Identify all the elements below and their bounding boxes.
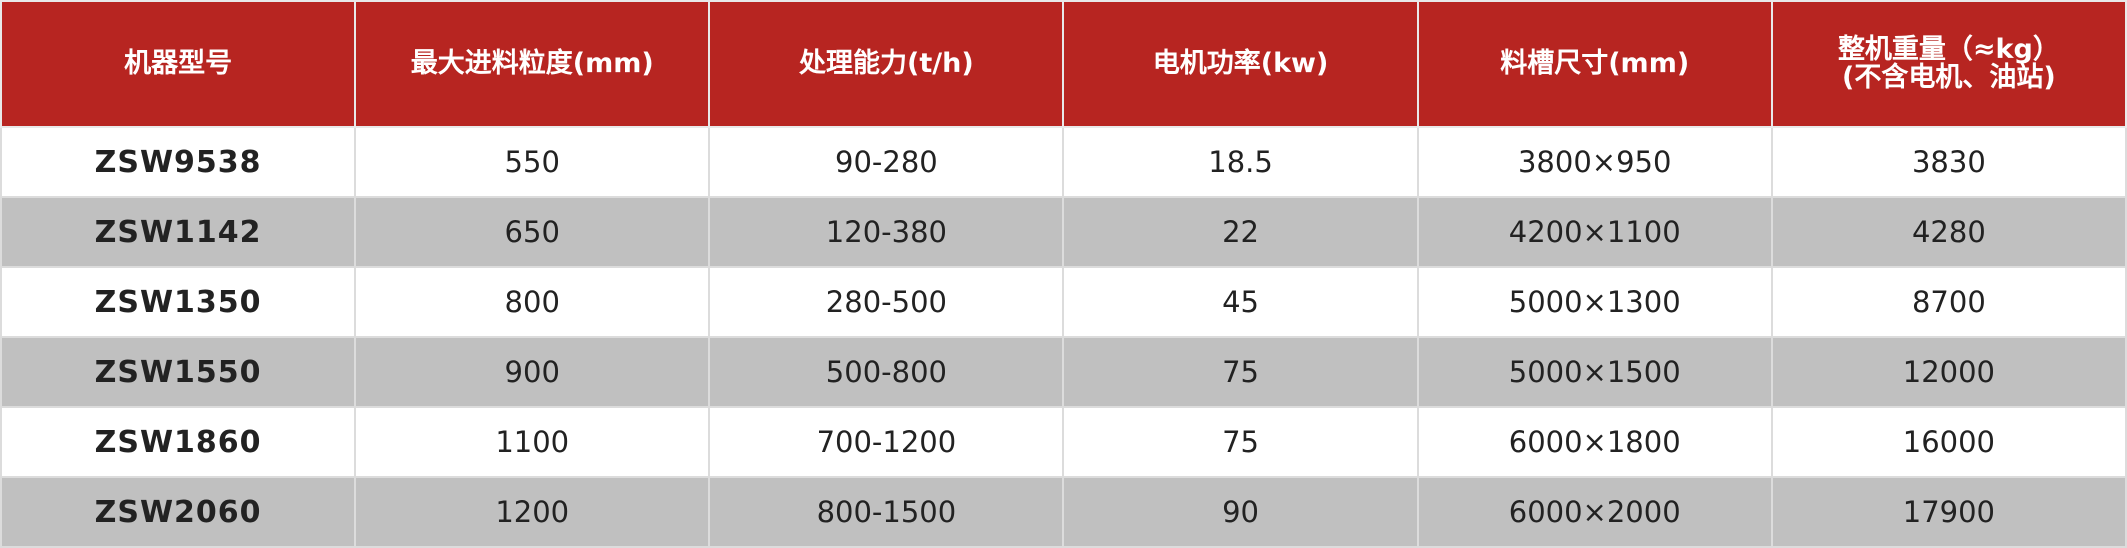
table-cell: 280-500 xyxy=(708,266,1065,338)
table-cell: 45 xyxy=(1062,266,1419,338)
table-cell: 90-280 xyxy=(708,126,1065,198)
table-row: ZSW1350 800 280-500 45 5000×1300 8700 xyxy=(0,266,2127,338)
table-cell: 4280 xyxy=(1770,196,2127,268)
model-cell: ZSW2060 xyxy=(0,476,357,548)
header-line: (不含电机、油站) xyxy=(1842,62,2056,93)
table-cell: 700-1200 xyxy=(708,406,1065,478)
model-cell: ZSW1550 xyxy=(0,336,357,408)
table-cell: 800 xyxy=(354,266,711,338)
header-cell: 整机重量（≈kg） (不含电机、油站) xyxy=(1770,0,2127,128)
table-cell: 650 xyxy=(354,196,711,268)
table-cell: 75 xyxy=(1062,336,1419,408)
header-row: 机器型号 最大进料粒度(mm) 处理能力(t/h) 电机功率(kw) 料槽尺寸(mm) 整… xyxy=(0,0,2127,128)
table-cell: 1200 xyxy=(354,476,711,548)
header-line: 整机重量（≈kg） xyxy=(1837,33,2060,65)
table-row: ZSW1550 900 500-800 75 5000×1500 12000 xyxy=(0,336,2127,408)
table-cell: 6000×1800 xyxy=(1416,406,1773,478)
table-row: ZSW1860 1100 700-1200 75 6000×1800 16000 xyxy=(0,406,2127,478)
table-cell: 22 xyxy=(1062,196,1419,268)
table-cell: 12000 xyxy=(1770,336,2127,408)
table-cell: 900 xyxy=(354,336,711,408)
header-cell: 机器型号 xyxy=(0,0,357,128)
table-cell: 8700 xyxy=(1770,266,2127,338)
table-cell: 17900 xyxy=(1770,476,2127,548)
table-cell: 500-800 xyxy=(708,336,1065,408)
table-cell: 120-380 xyxy=(708,196,1065,268)
header-cell: 处理能力(t/h) xyxy=(708,0,1065,128)
table-row: ZSW1142 650 120-380 22 4200×1100 4280 xyxy=(0,196,2127,268)
table-cell: 75 xyxy=(1062,406,1419,478)
header-cell: 最大进料粒度(mm) xyxy=(354,0,711,128)
model-cell: ZSW9538 xyxy=(0,126,357,198)
table-cell: 3800×950 xyxy=(1416,126,1773,198)
model-cell: ZSW1350 xyxy=(0,266,357,338)
table-cell: 6000×2000 xyxy=(1416,476,1773,548)
table-cell: 16000 xyxy=(1770,406,2127,478)
header-cell: 电机功率(kw) xyxy=(1062,0,1419,128)
table-cell: 90 xyxy=(1062,476,1419,548)
table-cell: 5000×1300 xyxy=(1416,266,1773,338)
model-cell: ZSW1142 xyxy=(0,196,357,268)
header-cell: 料槽尺寸(mm) xyxy=(1416,0,1773,128)
table-cell: 800-1500 xyxy=(708,476,1065,548)
table-cell: 550 xyxy=(354,126,711,198)
table-cell: 4200×1100 xyxy=(1416,196,1773,268)
table-row: ZSW2060 1200 800-1500 90 6000×2000 17900 xyxy=(0,476,2127,548)
table-cell: 1100 xyxy=(354,406,711,478)
table-row: ZSW9538 550 90-280 18.5 3800×950 3830 xyxy=(0,126,2127,198)
model-cell: ZSW1860 xyxy=(0,406,357,478)
table-cell: 5000×1500 xyxy=(1416,336,1773,408)
table-cell: 18.5 xyxy=(1062,126,1419,198)
table-body: ZSW9538 550 90-280 18.5 3800×950 3830 ZSW1142 6… xyxy=(0,126,2127,548)
table-cell: 3830 xyxy=(1770,126,2127,198)
